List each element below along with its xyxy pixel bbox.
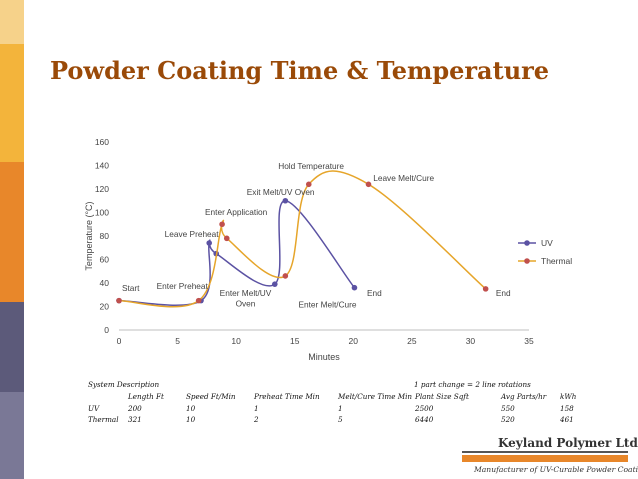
x-tick-label: 20 — [349, 336, 359, 346]
y-axis-label: Temperature (°C) — [84, 201, 94, 270]
data-point-thermal — [116, 297, 122, 304]
y-tick-label: 20 — [100, 302, 110, 312]
accent-stripe-1 — [0, 0, 24, 44]
y-tick-label: 0 — [104, 325, 109, 335]
y-tick-label: 140 — [95, 161, 109, 171]
data-point-thermal — [282, 273, 289, 279]
annotation-label: Leave Melt/Cure — [373, 173, 434, 183]
y-tick-label: 80 — [100, 231, 110, 241]
table-cell: 200 — [128, 404, 142, 413]
data-point-uv — [282, 197, 289, 204]
table-cell: 1 — [254, 404, 259, 413]
annotation-label: Start — [122, 283, 140, 293]
table-cell: 5 — [338, 415, 343, 424]
legend-marker-thermal — [524, 258, 530, 264]
legend-label-thermal: Thermal — [541, 256, 572, 266]
table-cell: 550 — [501, 404, 515, 413]
annotation-label: End — [496, 288, 511, 298]
table-cell: 2 — [254, 415, 259, 424]
left-accent-bar — [0, 0, 24, 479]
annotation-label: Enter Melt/UV — [220, 288, 272, 298]
y-tick-label: 40 — [100, 278, 110, 288]
annotation-label: Enter Melt/Cure — [298, 300, 356, 310]
table-column-header: Preheat Time Min — [254, 392, 320, 401]
y-tick-label: 100 — [95, 208, 109, 218]
data-point-thermal — [219, 221, 225, 228]
accent-stripe-4 — [0, 302, 24, 392]
data-point-thermal — [365, 181, 372, 188]
table-cell: 1 — [338, 404, 343, 413]
table-cell: 10 — [186, 415, 196, 424]
table-cell: 520 — [501, 415, 515, 424]
y-tick-label: 160 — [95, 137, 109, 147]
data-point-thermal — [223, 235, 230, 242]
accent-stripe-5 — [0, 392, 24, 479]
table-cell: 10 — [186, 404, 196, 413]
slide-title: Powder Coating Time & Temperature — [50, 56, 550, 85]
x-tick-label: 5 — [175, 336, 180, 346]
y-tick-label: 120 — [95, 184, 109, 194]
y-tick-label: 60 — [100, 255, 110, 265]
annotation-label: Enter Preheat — [157, 281, 209, 291]
table-column-header: Length Ft — [128, 392, 164, 401]
x-tick-label: 30 — [466, 336, 476, 346]
table-column-header: Avg Parts/hr — [501, 392, 547, 401]
data-point-thermal — [195, 297, 202, 304]
company-tagline: Manufacturer of UV-Curable Powder Coatin… — [474, 465, 638, 474]
data-point-thermal — [482, 286, 489, 292]
annotation-label: Leave Preheat — [165, 229, 220, 239]
table-cell: 321 — [128, 415, 142, 424]
legend-label-uv: UV — [541, 238, 553, 248]
table-cell: 6440 — [415, 415, 434, 424]
data-point-thermal — [305, 181, 312, 188]
table-row-label: UV — [88, 404, 100, 413]
data-point-uv — [272, 281, 278, 287]
data-point-uv — [351, 284, 358, 291]
annotation-label: Enter Application — [205, 207, 268, 217]
table-column-header: kWh — [560, 392, 577, 401]
accent-stripe-3 — [0, 162, 24, 302]
x-axis-label: Minutes — [308, 352, 340, 362]
x-tick-label: 10 — [231, 336, 241, 346]
table-heading: System Description — [88, 380, 160, 389]
company-logo-name: Keyland Polymer Ltd. — [498, 436, 638, 450]
table-column-header: Melt/Cure Time Min — [338, 392, 413, 401]
data-point-uv — [206, 240, 212, 246]
annotation-label: Oven — [236, 299, 256, 309]
x-tick-label: 15 — [290, 336, 300, 346]
x-tick-label: 0 — [117, 336, 122, 346]
table-column-header: Plant Size Sqft — [415, 392, 469, 401]
table-row-label: Thermal — [88, 415, 119, 424]
logo-rule — [462, 451, 628, 453]
x-tick-label: 25 — [407, 336, 417, 346]
table-column-header: Speed Ft/Min — [186, 392, 236, 401]
table-note: 1 part change = 2 line rotations — [414, 380, 531, 389]
annotation-label: Hold Temperature — [278, 161, 344, 171]
table-cell: 461 — [560, 415, 574, 424]
annotation-label: End — [367, 288, 382, 298]
table-cell: 2500 — [415, 404, 434, 413]
accent-stripe-2 — [0, 44, 24, 162]
x-tick-label: 35 — [524, 336, 534, 346]
annotation-label: Exit Melt/UV Oven — [247, 187, 315, 197]
legend-marker-uv — [524, 240, 530, 246]
logo-band — [462, 455, 628, 462]
table-cell: 158 — [560, 404, 574, 413]
